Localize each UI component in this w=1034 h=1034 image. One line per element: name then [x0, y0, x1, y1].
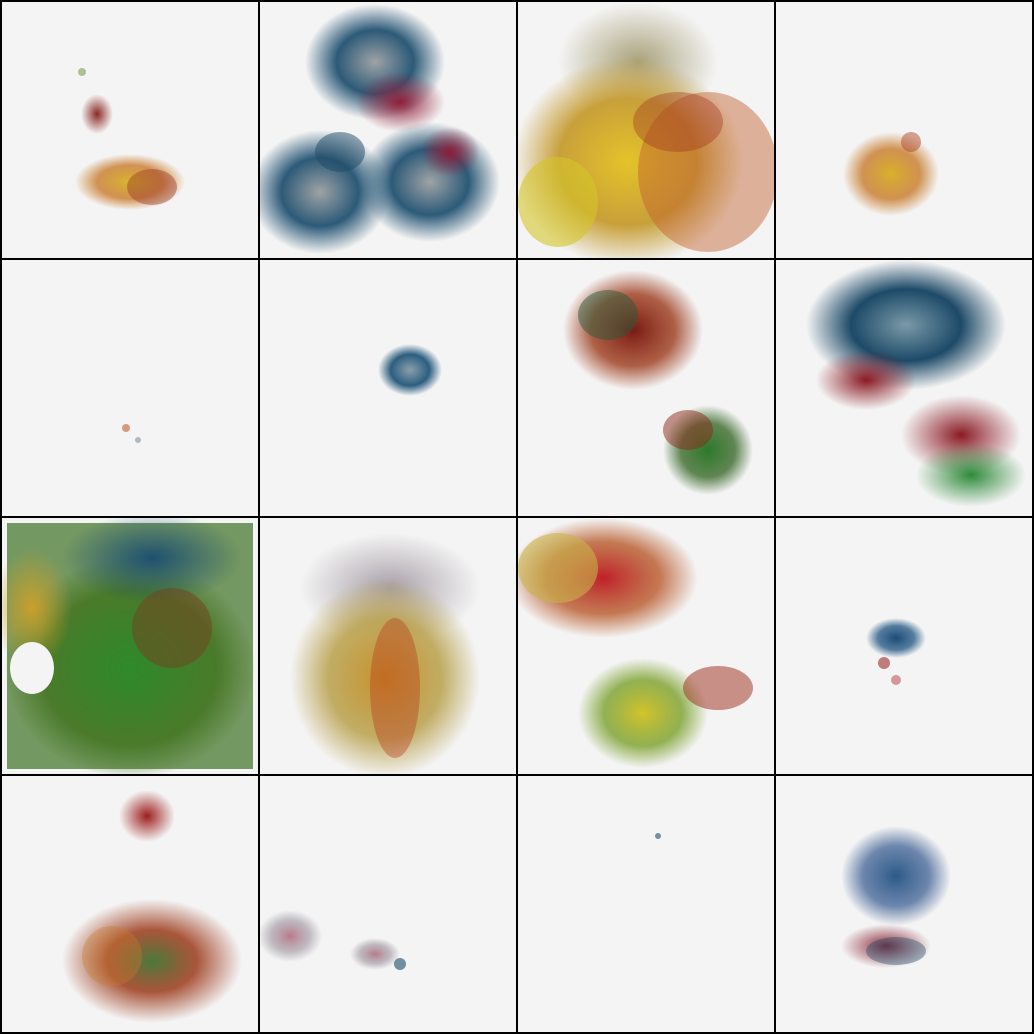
- sample-image-r4c1: [62, 790, 242, 1023]
- sample-tile-r3c3: [518, 518, 774, 774]
- sample-tile-r1c3: [518, 2, 774, 258]
- sample-image-r4c3: [655, 833, 661, 839]
- sample-image-r2c3: [563, 270, 753, 495]
- sample-tile-r4c2: [260, 776, 516, 1032]
- sample-tile-r2c3: [518, 260, 774, 516]
- sample-tile-r1c4: [776, 2, 1032, 258]
- sample-image-r1c3: [518, 2, 774, 258]
- sample-image-r3c4: [866, 618, 926, 685]
- sample-image-r1c4: [843, 132, 939, 216]
- sample-image-r2c1: [122, 424, 141, 443]
- sample-tile-r3c1: [2, 518, 258, 774]
- sample-tile-r2c2: [260, 260, 516, 516]
- sample-tile-r2c4: [776, 260, 1032, 516]
- sample-tile-r4c4: [776, 776, 1032, 1032]
- sample-image-r4c2: [260, 910, 406, 970]
- sample-image-r4c4: [841, 826, 951, 968]
- sample-tile-r2c1: [2, 260, 258, 516]
- sample-image-r1c1: [75, 68, 185, 210]
- sample-tile-r4c3: [518, 776, 774, 1032]
- sample-tile-r3c2: [260, 518, 516, 774]
- sample-tile-r4c1: [2, 776, 258, 1032]
- sample-tile-r1c1: [2, 2, 258, 258]
- sample-image-r2c2: [378, 344, 442, 396]
- sample-image-r3c3: [518, 518, 753, 768]
- sample-tile-r3c4: [776, 518, 1032, 774]
- sample-image-r3c1: [2, 518, 255, 774]
- sample-tile-r1c2: [260, 2, 516, 258]
- sample-image-r3c2: [290, 533, 480, 774]
- sample-image-r1c2: [260, 4, 500, 254]
- sample-image-r2c4: [806, 260, 1026, 507]
